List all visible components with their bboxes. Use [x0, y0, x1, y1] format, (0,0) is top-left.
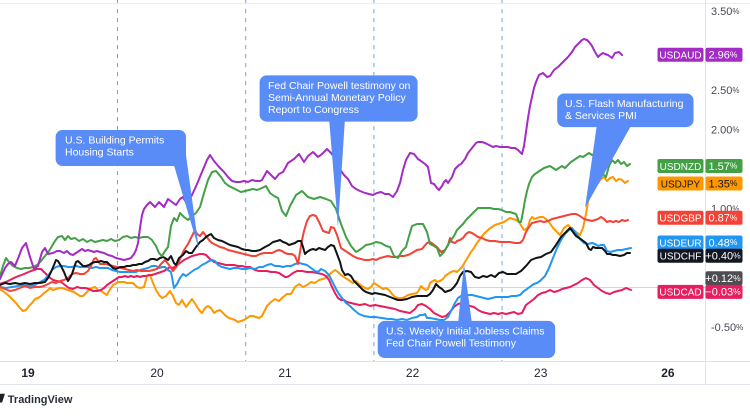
- svg-text:U.S. Flash Manufacturing: U.S. Flash Manufacturing: [565, 98, 684, 110]
- svg-text:Report to Congress: Report to Congress: [268, 104, 359, 116]
- svg-text:+0.12%: +0.12%: [705, 273, 741, 285]
- svg-text:U.S. Weekly Initial Jobless Cl: U.S. Weekly Initial Jobless Claims: [386, 325, 545, 337]
- svg-text:0.48%: 0.48%: [709, 237, 738, 249]
- svg-text:1.57%: 1.57%: [709, 161, 738, 173]
- svg-text:20: 20: [150, 366, 164, 380]
- svg-text:3.50%: 3.50%: [711, 6, 740, 18]
- svg-text:TradingView: TradingView: [8, 394, 73, 406]
- svg-text:USDEUR: USDEUR: [659, 238, 701, 249]
- svg-text:Housing Starts: Housing Starts: [65, 147, 134, 159]
- svg-text:USDJPY: USDJPY: [661, 179, 701, 190]
- svg-text:USDCAD: USDCAD: [659, 288, 701, 299]
- svg-text:U.S. Building Permits: U.S. Building Permits: [65, 135, 164, 147]
- svg-text:2.00%: 2.00%: [711, 125, 740, 137]
- svg-text:Fed Chair Powell testimony on: Fed Chair Powell testimony on: [268, 80, 411, 92]
- svg-text:−0.03%: −0.03%: [705, 287, 741, 299]
- svg-text:USDGBP: USDGBP: [659, 214, 702, 225]
- svg-text:USDNZD: USDNZD: [660, 162, 702, 173]
- svg-text:21: 21: [278, 366, 292, 380]
- svg-text:-0.50%: -0.50%: [711, 322, 743, 334]
- svg-text:2.50%: 2.50%: [711, 85, 740, 97]
- svg-text:26: 26: [661, 366, 675, 380]
- svg-text:+0.40%: +0.40%: [705, 250, 741, 262]
- svg-text:& Services PMI: & Services PMI: [565, 110, 637, 122]
- svg-text:Fed Chair Powell Testimony: Fed Chair Powell Testimony: [386, 337, 517, 349]
- svg-text:19: 19: [21, 366, 35, 380]
- svg-text:23: 23: [534, 366, 548, 380]
- svg-text:0.87%: 0.87%: [709, 212, 738, 224]
- svg-text:22: 22: [406, 366, 420, 380]
- svg-text:1.35%: 1.35%: [709, 178, 738, 190]
- svg-text:Semi-Annual Monetary Policy: Semi-Annual Monetary Policy: [268, 92, 406, 104]
- svg-text:2.96%: 2.96%: [709, 49, 738, 61]
- svg-text:USDAUD: USDAUD: [659, 51, 701, 62]
- svg-text:USDCHF: USDCHF: [660, 252, 702, 263]
